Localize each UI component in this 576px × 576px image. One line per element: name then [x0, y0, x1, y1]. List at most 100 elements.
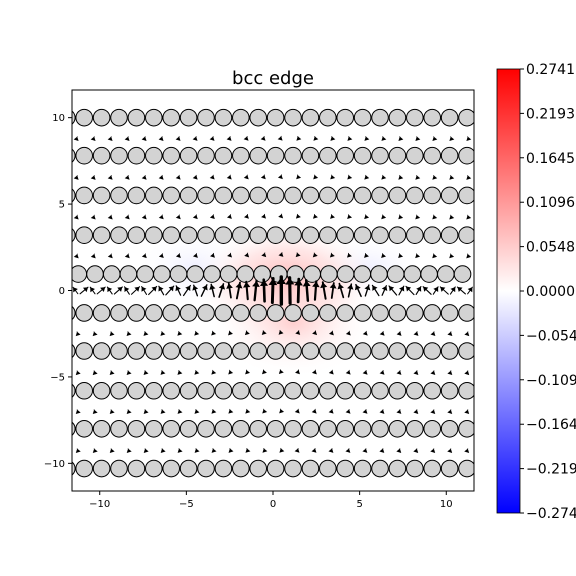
atom [458, 342, 474, 360]
atom [266, 419, 285, 438]
atom [440, 108, 459, 127]
arrow [379, 409, 385, 414]
atom [153, 265, 171, 283]
arrow [141, 174, 147, 180]
arrow [330, 136, 336, 141]
atom [388, 186, 407, 205]
atom [162, 342, 181, 360]
atom [284, 419, 302, 438]
arrow [192, 136, 198, 141]
atom [423, 226, 442, 244]
arrow [226, 174, 232, 180]
atom [92, 108, 111, 127]
arrow-core [192, 284, 199, 297]
atom [145, 419, 163, 438]
atom [92, 419, 111, 438]
arrow-core [276, 275, 287, 306]
arrow-core [371, 284, 380, 297]
atom [127, 108, 146, 127]
colorbar-tick-label: 0.0000 [526, 284, 575, 300]
arrow [466, 175, 472, 180]
arrow [311, 448, 317, 453]
arrow-core [449, 286, 456, 295]
arrow [92, 448, 98, 454]
atom [72, 305, 76, 321]
arrow [464, 409, 470, 415]
arrow [398, 214, 404, 220]
atom [440, 226, 459, 244]
arrow [244, 252, 250, 258]
atom [388, 381, 407, 400]
atom [162, 459, 181, 478]
arrow [73, 214, 79, 220]
arrow [177, 330, 183, 336]
atom [406, 419, 424, 438]
arrow [124, 253, 130, 259]
arrow [449, 136, 455, 141]
atom [458, 381, 474, 400]
atom [162, 419, 181, 438]
arrow [75, 331, 81, 337]
atom [102, 265, 121, 283]
atom [301, 342, 320, 360]
atom [353, 108, 372, 127]
y-tick-label: 10 [52, 113, 65, 124]
atom [214, 304, 233, 322]
atom [336, 419, 355, 438]
arrow [194, 409, 200, 414]
arrow [413, 448, 419, 453]
atom [75, 342, 94, 360]
arrow [107, 136, 113, 142]
arrow [227, 252, 233, 258]
atom [119, 265, 138, 283]
arrow [296, 135, 302, 141]
arrow [211, 369, 217, 375]
arrow [295, 369, 300, 375]
arrow [192, 174, 198, 180]
atom [353, 304, 372, 322]
atom [284, 108, 302, 127]
arrow-core [79, 286, 89, 295]
y-tick-label: −10 [44, 459, 65, 470]
arrow [345, 448, 351, 453]
atom [388, 304, 407, 322]
arrow-core [252, 279, 260, 302]
arrow [449, 253, 455, 259]
atom [353, 459, 372, 478]
atom [388, 459, 407, 478]
atom [458, 459, 474, 478]
atom [162, 381, 181, 400]
atom [232, 381, 250, 400]
atom [186, 265, 205, 283]
atom [406, 342, 424, 360]
arrow-core [398, 285, 405, 296]
atom [319, 419, 337, 438]
atom [284, 459, 302, 478]
x-tick-label: 5 [356, 499, 362, 510]
atom [214, 146, 233, 165]
arrow [75, 409, 81, 415]
arrow [75, 448, 81, 454]
atom [214, 381, 233, 400]
atom [453, 265, 472, 283]
arrow [464, 448, 470, 454]
atom [179, 108, 198, 127]
atom [179, 226, 198, 244]
atom [179, 381, 198, 400]
atom [214, 459, 233, 478]
atom [72, 188, 76, 203]
arrow [294, 447, 300, 453]
atom [301, 146, 320, 165]
atom [214, 108, 233, 127]
arrow [447, 331, 453, 337]
y-tick-label: −5 [50, 372, 65, 383]
atom [249, 146, 268, 165]
atom [371, 108, 389, 127]
arrow [211, 408, 217, 414]
atom [406, 146, 424, 165]
atom [319, 381, 337, 400]
atom [423, 186, 442, 205]
atom [336, 342, 355, 360]
arrow [279, 447, 285, 453]
arrow [347, 136, 353, 141]
